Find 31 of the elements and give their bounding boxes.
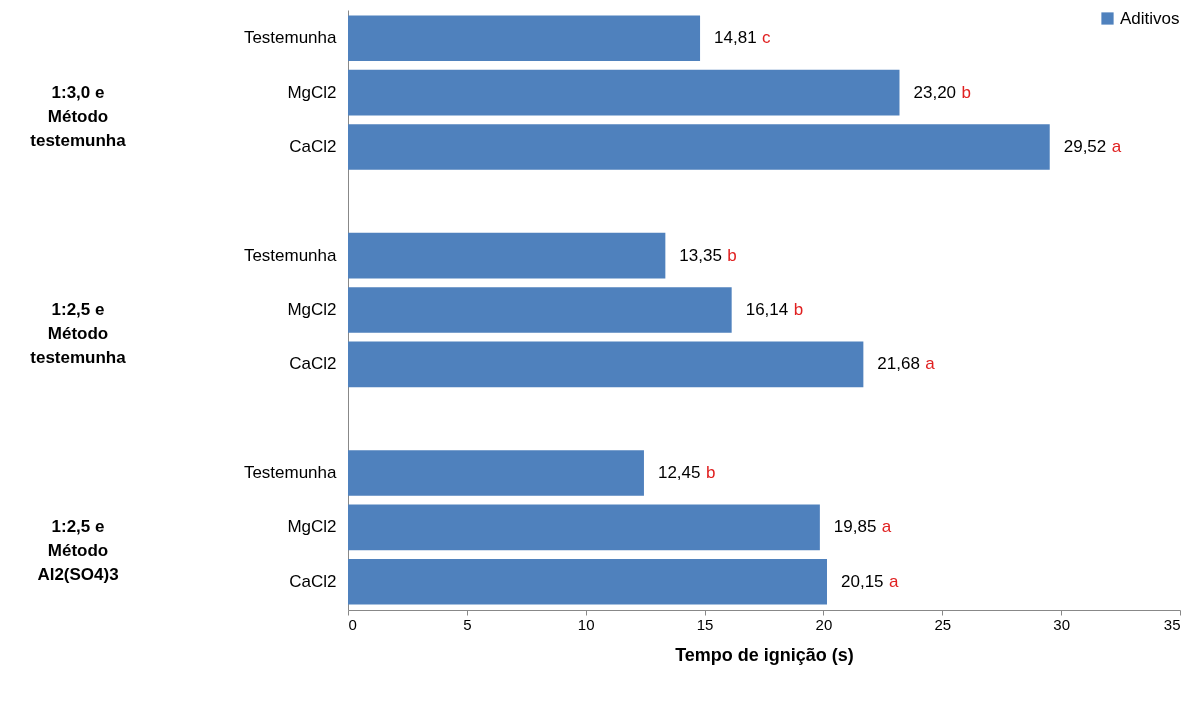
text: 13,35 b: [679, 245, 737, 265]
y-tick-label: CaCl2: [289, 354, 337, 374]
text: 1:2,5 e Método testemunha: [30, 300, 127, 367]
y-tick-label: CaCl2: [289, 571, 337, 591]
text: 12,45 b: [657, 463, 716, 483]
y-tick-label: MgCl2: [287, 517, 337, 537]
x-tick-label: 10: [577, 615, 595, 633]
text: 23,20 b: [913, 82, 971, 102]
y-tick-label: Testemunha: [243, 463, 338, 483]
text: 1:3,0 e Método testemunha: [30, 82, 127, 150]
x-tick-label: 5: [463, 615, 472, 633]
y-tick-label: MgCl2: [287, 300, 337, 319]
text: 21,68 a: [877, 354, 935, 374]
text: 20,15 a: [840, 571, 899, 591]
text: 14,81 c: [714, 28, 771, 48]
y-tick-label: MgCl2: [287, 82, 337, 102]
x-tick-label: 15: [696, 615, 714, 633]
x-axis-title: Tempo de ignição (s): [675, 644, 854, 665]
text: 29,52 a: [1063, 136, 1122, 156]
x-tick-label: 25: [934, 615, 952, 633]
y-tick-label: Testemunha: [243, 28, 338, 48]
text: 16,14 b: [745, 300, 804, 319]
text: 19,85 a: [833, 517, 892, 537]
x-tick-label: 20: [815, 615, 833, 633]
y-tick-label: CaCl2: [289, 136, 337, 156]
x-tick-label: 35: [1163, 615, 1181, 633]
x-tick-label: 30: [1053, 615, 1070, 633]
y-tick-label: Testemunha: [243, 245, 338, 265]
legend-label: Aditivos: [1120, 8, 1180, 28]
text: 1:2,5 e Método Al2(SO4)3: [37, 517, 119, 585]
x-tick-label: 0: [348, 615, 357, 633]
